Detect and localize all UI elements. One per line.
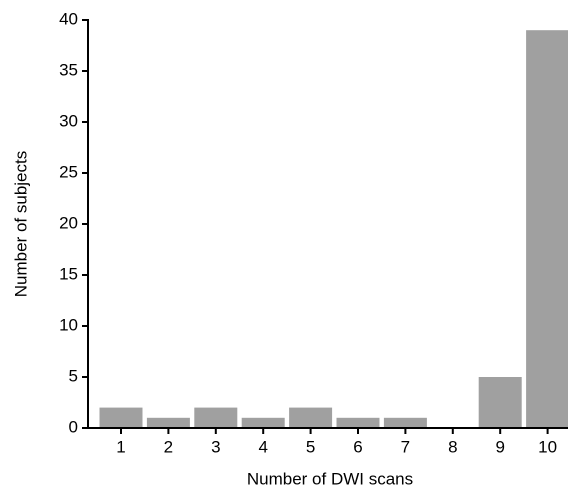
x-axis-label: Number of DWI scans: [247, 469, 413, 488]
bar: [289, 407, 333, 428]
y-tick-label: 40: [59, 9, 78, 28]
x-tick-label: 3: [211, 437, 220, 456]
y-tick-label: 25: [59, 162, 78, 181]
bar: [526, 30, 568, 428]
x-tick-label: 8: [448, 437, 457, 456]
y-tick-label: 30: [59, 111, 78, 130]
bar: [194, 407, 238, 428]
bar: [478, 377, 522, 428]
x-tick-label: 6: [353, 437, 362, 456]
x-tick-label: 2: [164, 437, 173, 456]
x-tick-label: 10: [538, 437, 557, 456]
x-tick-label: 7: [401, 437, 410, 456]
y-tick-label: 10: [59, 315, 78, 334]
y-tick-label: 15: [59, 264, 78, 283]
y-tick-label: 35: [59, 60, 78, 79]
y-axis-label: Number of subjects: [11, 151, 30, 297]
bar: [336, 417, 380, 428]
x-tick-label: 9: [495, 437, 504, 456]
y-tick-label: 0: [69, 417, 78, 436]
y-tick-label: 20: [59, 213, 78, 232]
x-tick-label: 4: [258, 437, 267, 456]
y-tick-label: 5: [69, 366, 78, 385]
bar: [241, 417, 285, 428]
bar: [146, 417, 190, 428]
x-tick-label: 1: [116, 437, 125, 456]
x-tick-label: 5: [306, 437, 315, 456]
bar: [99, 407, 143, 428]
bar: [383, 417, 427, 428]
